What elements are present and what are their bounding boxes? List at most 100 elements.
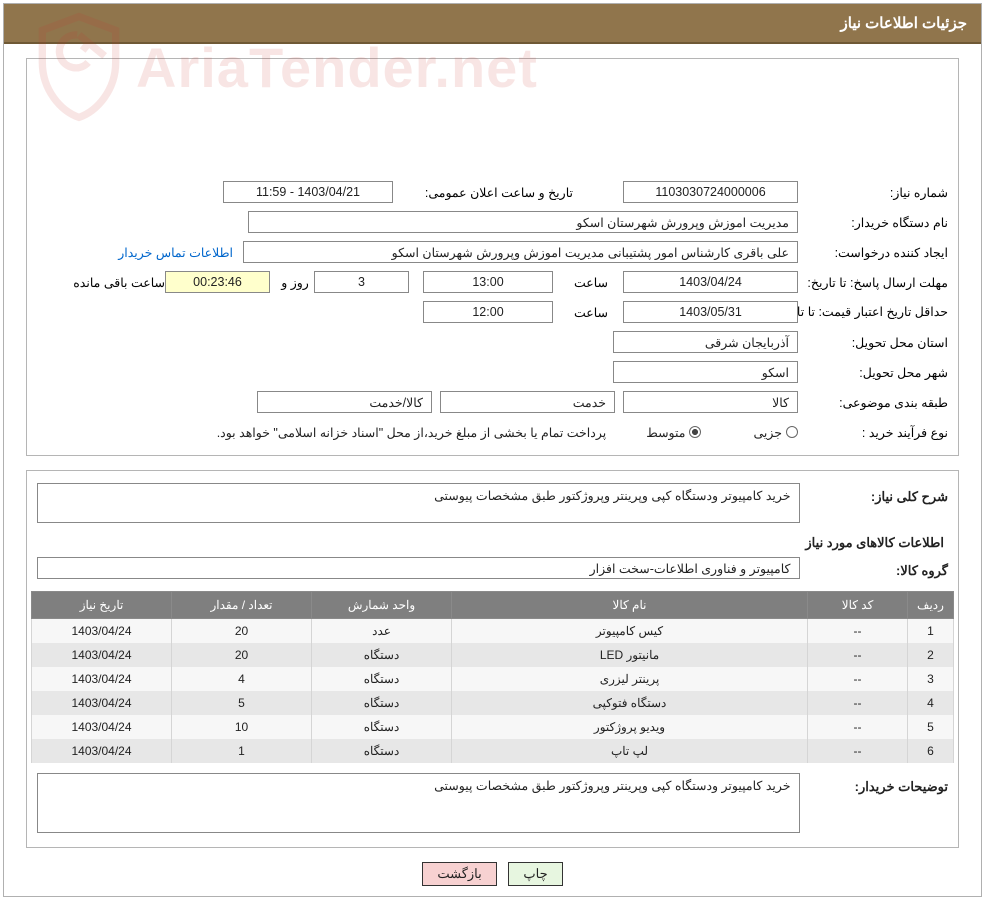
back-button[interactable]: بازگشت (422, 862, 496, 886)
field-buyer-org: مدیریت اموزش وپرورش شهرستان اسکو (248, 211, 798, 233)
th-item-code: کد کالا (808, 592, 908, 619)
th-qty: تعداد / مقدار (172, 592, 312, 619)
table-row: 6--لپ تاپدستگاه11403/04/24 (32, 739, 954, 763)
radio-medium-label: متوسط (646, 425, 685, 440)
table-cell: دستگاه فتوکپی (452, 691, 808, 715)
th-need-date: تاریخ نیاز (32, 592, 172, 619)
table-row: 1--کیس کامپیوترعدد201403/04/24 (32, 619, 954, 644)
th-unit: واحد شمارش (312, 592, 452, 619)
table-cell: 1403/04/24 (32, 619, 172, 644)
row-goods-group: گروه کالا: کامپیوتر و فناوری اطلاعات-سخت… (31, 553, 954, 585)
table-cell: -- (808, 739, 908, 763)
field-response-date: 1403/04/24 (623, 271, 798, 293)
label-need-number: شماره نیاز: (798, 185, 948, 200)
purchase-note: پرداخت تمام يا بخشى از مبلغ خريد،از محل … (217, 425, 607, 440)
field-remaining-days: 3 (314, 271, 409, 293)
table-cell: 20 (172, 643, 312, 667)
table-cell: پرینتر لیزری (452, 667, 808, 691)
row-buyer-org: نام دستگاه خریدار: مدیریت اموزش وپرورش ش… (31, 207, 954, 237)
table-row: 4--دستگاه فتوکپیدستگاه51403/04/24 (32, 691, 954, 715)
table-cell: 6 (908, 739, 954, 763)
table-cell: -- (808, 643, 908, 667)
table-cell: 5 (908, 715, 954, 739)
th-row-no: ردیف (908, 592, 954, 619)
field-subject-goods: کالا (623, 391, 798, 413)
label-goods-group: گروه کالا: (800, 557, 949, 579)
label-remaining: ساعت باقی مانده (45, 275, 165, 290)
table-cell: دستگاه (312, 643, 452, 667)
items-info-heading: اطلاعات کالاهای مورد نیاز (31, 529, 954, 553)
table-cell: 5 (172, 691, 312, 715)
table-cell: 4 (908, 691, 954, 715)
label-request-creator: ایجاد کننده درخواست: (798, 245, 948, 260)
table-cell: 1403/04/24 (32, 643, 172, 667)
items-panel: شرح کلی نیاز: خرید کامپیوتر ودستگاه کپی … (26, 470, 959, 848)
table-cell: 1403/04/24 (32, 667, 172, 691)
row-request-creator: ایجاد کننده درخواست: علی باقری‬‬ کارشناس… (31, 237, 954, 267)
row-general-desc: شرح کلی نیاز: خرید کامپیوتر ودستگاه کپی … (31, 479, 954, 529)
field-min-validity-date: 1403/05/31 (623, 301, 798, 323)
field-subject-goods-service: کالا/خدمت (257, 391, 432, 413)
items-table: ردیف کد کالا نام کالا واحد شمارش تعداد /… (31, 591, 954, 763)
label-days-and: روز و (270, 275, 314, 290)
table-cell: 3 (908, 667, 954, 691)
radio-detail-dot (786, 426, 798, 438)
table-cell: -- (808, 667, 908, 691)
table-cell: -- (808, 619, 908, 644)
label-buyer-notes: توضیحات خریدار: (800, 773, 949, 795)
table-cell: دستگاه (312, 715, 452, 739)
field-announce-datetime: 1403/04/21 - 11:59 (223, 181, 393, 203)
table-cell: 1 (172, 739, 312, 763)
field-buyer-notes[interactable]: خرید کامپیوتر ودستگاه کپی وپرینتر وپروژک… (37, 773, 800, 833)
label-hour-2: ساعت (553, 305, 623, 320)
row-purchase-type: نوع فرآیند خرید : جزیی متوسط پرداخت تمام… (31, 417, 954, 447)
row-min-validity: حداقل تاریخ اعتبار قیمت: تا تاریخ: 1403/… (31, 297, 954, 327)
label-min-validity: حداقل تاریخ اعتبار قیمت: تا تاریخ: (798, 304, 948, 320)
label-general-desc: شرح کلی نیاز: (800, 483, 949, 505)
row-response-deadline: مهلت ارسال پاسخ: تا تاریخ: 1403/04/24 سا… (31, 267, 954, 297)
field-min-validity-time: 12:00 (423, 301, 553, 323)
radio-medium-dot (689, 426, 701, 438)
field-subject-service: خدمت (440, 391, 615, 413)
field-remaining-time: 00:23:46 (165, 271, 270, 293)
radio-medium[interactable]: متوسط (646, 425, 701, 440)
field-delivery-city: اسکو (613, 361, 798, 383)
radio-detail-label: جزیی (753, 425, 782, 440)
title-text: جزئیات اطلاعات نیاز (841, 15, 968, 32)
table-cell: 4 (172, 667, 312, 691)
items-table-body: 1--کیس کامپیوترعدد201403/04/242--مانیتور… (32, 619, 954, 764)
print-button[interactable]: چاپ (508, 862, 562, 886)
table-cell: دستگاه (312, 667, 452, 691)
table-cell: -- (808, 715, 908, 739)
table-cell: 20 (172, 619, 312, 644)
label-hour-1: ساعت (553, 275, 623, 290)
items-table-head: ردیف کد کالا نام کالا واحد شمارش تعداد /… (32, 592, 954, 619)
table-cell: 2 (908, 643, 954, 667)
row-buyer-notes: توضیحات خریدار: خرید کامپیوتر ودستگاه کپ… (31, 769, 954, 839)
buyer-contact-link[interactable]: اطلاعات تماس خریدار (118, 245, 233, 260)
table-cell: دستگاه (312, 691, 452, 715)
field-need-number: 1103030724000006 (623, 181, 798, 203)
field-delivery-province: آذربایجان شرقی (613, 331, 798, 353)
table-cell: لپ تاپ (452, 739, 808, 763)
label-announce-datetime: تاریخ و ساعت اعلان عمومی: (393, 185, 573, 200)
row-need-number: شماره نیاز: 1103030724000006 تاریخ و ساع… (31, 177, 954, 207)
table-cell: عدد (312, 619, 452, 644)
th-item-name: نام کالا (452, 592, 808, 619)
table-row: 5--ویدیو پروژکتوردستگاه101403/04/24 (32, 715, 954, 739)
table-cell: -- (808, 691, 908, 715)
page-wrapper: جزئیات اطلاعات نیاز AriaTender.net شماره… (3, 3, 982, 897)
field-response-time: 13:00 (423, 271, 553, 293)
label-delivery-province: استان محل تحویل: (798, 335, 948, 350)
table-cell: مانیتور LED (452, 643, 808, 667)
table-cell: 1403/04/24 (32, 739, 172, 763)
field-goods-group: کامپیوتر و فناوری اطلاعات-سخت افزار (37, 557, 800, 579)
label-buyer-org: نام دستگاه خریدار: (798, 215, 948, 230)
row-city: شهر محل تحویل: اسکو (31, 357, 954, 387)
table-cell: کیس کامپیوتر (452, 619, 808, 644)
table-cell: دستگاه (312, 739, 452, 763)
table-cell: ویدیو پروژکتور (452, 715, 808, 739)
field-general-desc[interactable]: خرید کامپیوتر ودستگاه کپی وپرینتر وپروژک… (37, 483, 800, 523)
radio-detail[interactable]: جزیی (753, 425, 798, 440)
table-cell: 1 (908, 619, 954, 644)
